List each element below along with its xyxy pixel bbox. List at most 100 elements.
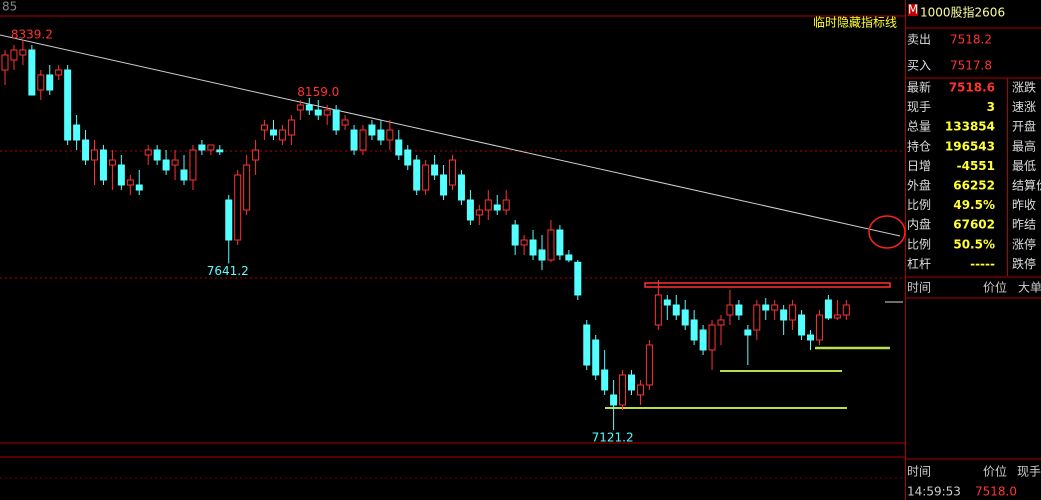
candle-body	[628, 374, 635, 391]
candle-body	[547, 229, 555, 261]
candle-body	[457, 174, 465, 201]
candle-body	[833, 314, 841, 319]
candle-body	[654, 294, 662, 326]
candle-body	[583, 324, 591, 366]
candle-body	[19, 49, 27, 56]
candle-body	[323, 109, 331, 116]
candle-body	[278, 129, 286, 141]
badge: M	[908, 3, 918, 17]
detail-header: 大单	[1018, 281, 1041, 295]
row-label: 速涨	[1012, 99, 1036, 114]
row-value: -4551	[957, 159, 995, 173]
row-value: 133854	[945, 120, 995, 134]
candle-body	[726, 304, 734, 316]
row-value: 67602	[953, 218, 995, 232]
row-label: 最低	[1012, 159, 1036, 173]
candle-body	[73, 124, 81, 141]
row-label: 比例	[907, 198, 931, 212]
candle-body	[28, 49, 36, 96]
candle-body	[431, 164, 439, 176]
candle-body	[529, 239, 537, 256]
candle-body	[484, 199, 492, 211]
row-label: 开盘	[1012, 119, 1036, 134]
candle-body	[762, 304, 770, 311]
candle-body	[744, 329, 752, 336]
candle-body	[332, 109, 340, 131]
detail-header: 时间	[907, 281, 931, 295]
row-value: 49.5%	[953, 198, 995, 212]
buy-price: 7517.8	[950, 59, 992, 73]
candle-body	[117, 164, 125, 186]
candle-body	[99, 149, 107, 181]
candle-body	[1, 54, 9, 71]
candle-body	[135, 184, 143, 191]
candle-body	[359, 129, 367, 151]
candle-body	[314, 109, 322, 116]
candle-body	[126, 179, 134, 186]
instrument-title: 1000股指2606	[920, 5, 1005, 20]
candle-body	[502, 199, 510, 211]
row-label: 杠杆	[907, 256, 931, 271]
candle-body	[91, 149, 98, 161]
candle-body	[511, 224, 519, 246]
candle-body	[171, 159, 179, 166]
row-label: 涨跌	[1012, 80, 1036, 95]
row-label: 持仓	[907, 138, 931, 153]
candle-body	[395, 139, 403, 156]
corner-label: 85	[2, 0, 17, 14]
candle-body	[619, 374, 627, 406]
row-label: 涨停	[1012, 236, 1036, 251]
row-label: 跌停	[1012, 256, 1036, 271]
row-label: 外盘	[907, 178, 931, 193]
candle-body	[386, 129, 394, 141]
sell-label: 卖出	[907, 33, 931, 47]
candle-body	[296, 104, 304, 111]
candle-body	[64, 69, 72, 141]
candle-body	[735, 304, 743, 316]
candle-body	[243, 164, 251, 211]
candle-body	[592, 339, 600, 376]
candle-body	[377, 129, 385, 141]
indicator-toggle[interactable]: 临时隐藏指标线	[813, 15, 897, 30]
candle-body	[538, 249, 546, 261]
candle-body	[466, 199, 474, 221]
badge-bg	[908, 4, 918, 16]
candle-body	[475, 209, 483, 216]
candle-body	[350, 129, 358, 151]
row-value: 66252	[953, 179, 995, 193]
candle-body	[690, 319, 698, 341]
candle-body	[422, 164, 430, 191]
candle-body	[234, 174, 242, 241]
candle-body	[252, 149, 260, 161]
buy-label: 买入	[907, 59, 931, 73]
candle-body	[708, 324, 716, 351]
candle-body	[207, 144, 215, 151]
candle-body	[842, 304, 850, 316]
sell-price: 7518.2	[950, 33, 992, 47]
tick-time: 14:59:53	[907, 485, 961, 499]
candle-body	[610, 394, 618, 406]
tick-header: 时间	[907, 465, 931, 479]
candle-body	[449, 159, 456, 186]
candle-body	[556, 229, 564, 256]
candle-body	[189, 149, 197, 181]
candle-body	[663, 299, 671, 306]
row-label: 最高	[1012, 138, 1036, 153]
candle-body	[55, 69, 63, 76]
candle-body	[824, 299, 832, 319]
row-label: 比例	[907, 237, 931, 251]
trend-line	[0, 34, 901, 237]
candle-body	[493, 204, 501, 211]
row-label: 总量	[907, 120, 931, 134]
row-value: 3	[987, 100, 995, 114]
candle-body	[798, 314, 806, 336]
candle-body	[699, 329, 707, 351]
candle-body	[601, 369, 609, 391]
row-value: 7518.6	[949, 81, 995, 95]
tick-header: 价位	[983, 464, 1007, 479]
tick-price: 7518.0	[975, 485, 1017, 499]
candle-body	[413, 159, 421, 191]
candle-body	[287, 119, 295, 136]
candle-body	[672, 304, 680, 316]
